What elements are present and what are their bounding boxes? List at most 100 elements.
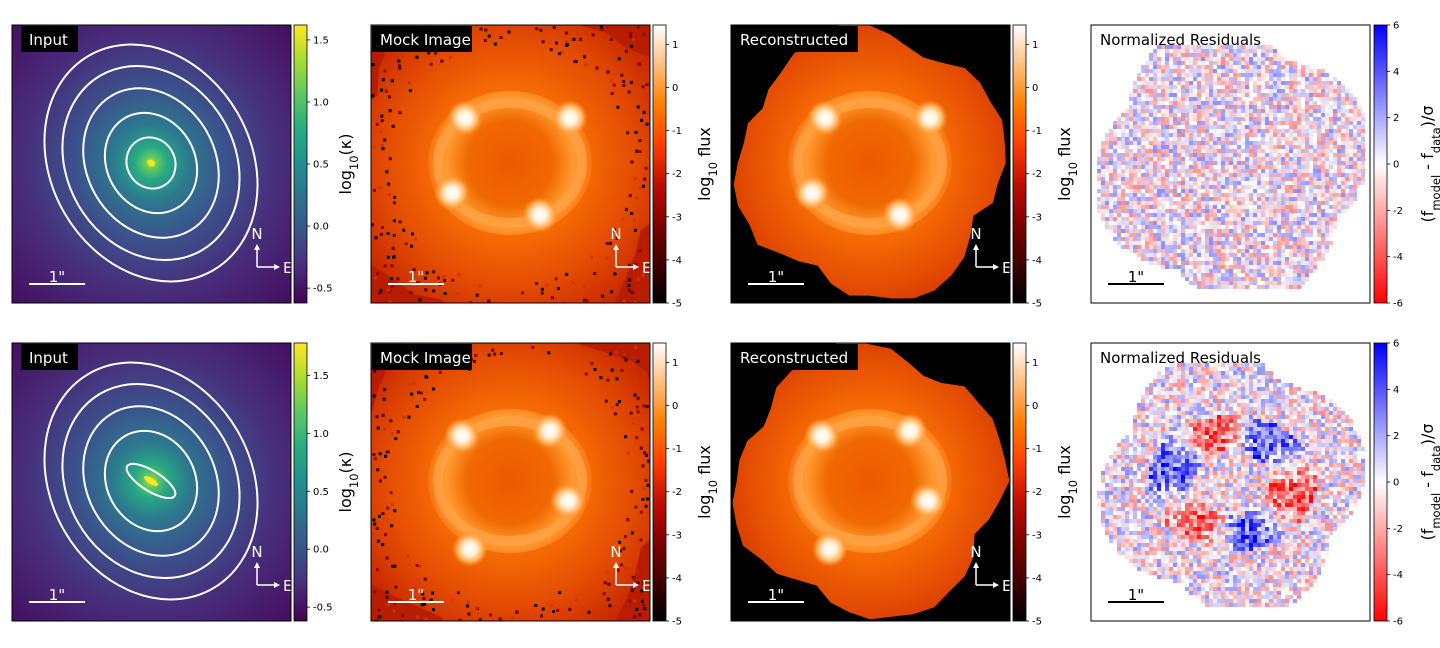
lensed-image xyxy=(434,175,470,211)
colorbar-tick-label: 2 xyxy=(1393,113,1399,124)
colorbar-tick-label: -4 xyxy=(672,255,682,266)
colorbar: 1 0 -1 -2 -3 -4 -5 log10 flux xyxy=(1012,24,1080,310)
scale-bar-label: 1" xyxy=(49,268,65,286)
lensed-image xyxy=(794,175,830,211)
colorbar: 1.5 1.0 0.5 0.0 -0.5 log10(κ) xyxy=(293,342,361,622)
colorbar-tick-label: 1 xyxy=(672,40,678,51)
colorbar-tick-label: 0 xyxy=(672,401,678,412)
colorbar-tick-label: 0 xyxy=(1393,160,1399,171)
panel-frame xyxy=(370,342,651,622)
panel-frame xyxy=(11,342,292,622)
colorbar-tick-label: -2 xyxy=(672,169,682,180)
colorbar-tick-label: -1 xyxy=(1032,444,1042,455)
kappa-peak xyxy=(144,476,158,486)
colorbar-tick-label: 0 xyxy=(672,83,678,94)
colorbar-tick-label: 4 xyxy=(1393,385,1399,396)
compass-north-label: N xyxy=(251,225,262,243)
colorbar-tick-label: -4 xyxy=(672,573,682,584)
colorbar-tick-label: 6 xyxy=(1393,339,1399,350)
colorbar-tick-label: 4 xyxy=(1393,67,1399,78)
compass-east-label: E xyxy=(283,259,292,277)
colorbar-tick-label: -0.5 xyxy=(313,284,333,295)
colorbar-tick-label: 1.0 xyxy=(313,429,329,440)
scale-bar-label: 1" xyxy=(408,586,424,604)
colorbar-tick-label: 6 xyxy=(1393,21,1399,32)
kappa-contour xyxy=(82,87,220,239)
colorbar: 6 4 2 0 -2 -4 -6 (fmodel - fdata)/σ xyxy=(1373,339,1440,628)
colorbar-label: log10 flux xyxy=(695,445,720,519)
panel-label-bg xyxy=(21,344,78,370)
colorbar-tick-label: 0.0 xyxy=(313,222,329,233)
residuals-panel: Normalized Residuals 1" xyxy=(1091,25,1370,303)
colorbar-label: log10(κ) xyxy=(336,452,361,513)
panel-label-bg xyxy=(732,344,858,370)
scale-bar-label: 1" xyxy=(768,586,784,604)
colorbar-tick-label: 1 xyxy=(1032,40,1038,51)
compass-east-label: E xyxy=(283,577,292,595)
panel-label-bg xyxy=(21,26,78,52)
lensed-image xyxy=(550,483,586,519)
lensed-image xyxy=(552,100,588,136)
compass-north-label: N xyxy=(251,543,262,561)
colorbar-tick-label: -1 xyxy=(672,126,682,137)
colorbar-label: log10 flux xyxy=(1055,127,1080,201)
colorbar-tick-label: 0.5 xyxy=(313,160,329,171)
colorbar-tick-label: 2 xyxy=(1393,431,1399,442)
kappa-contour xyxy=(125,462,177,500)
colorbar-tick-label: -1 xyxy=(1032,126,1042,137)
colorbar-tick-label: -4 xyxy=(1032,573,1042,584)
colorbar-tick-label: 1.5 xyxy=(313,371,329,382)
panel-label-bg xyxy=(372,26,472,52)
colorbar-tick-label: -2 xyxy=(1393,524,1403,535)
compass: NE xyxy=(970,543,1011,595)
panel-label: Reconstructed xyxy=(740,349,848,367)
panel-label: Reconstructed xyxy=(740,31,848,49)
colorbar-tick-label: -6 xyxy=(1393,617,1403,628)
einstein-ring xyxy=(433,416,587,546)
compass: NE xyxy=(251,543,292,595)
compass-east-label: E xyxy=(642,577,651,595)
colorbar-tick-label: -3 xyxy=(672,530,682,541)
panel-label: Input xyxy=(29,31,68,49)
panel-label-bg xyxy=(372,344,472,370)
colorbar-tick-label: -2 xyxy=(1393,206,1403,217)
einstein-ring xyxy=(793,416,947,546)
colorbar-tick-label: -4 xyxy=(1393,570,1403,581)
scale-bar-label: 1" xyxy=(49,586,65,604)
panel-label: Mock Image xyxy=(380,31,471,49)
residuals-panel: Normalized Residuals 1" xyxy=(1091,343,1370,621)
reconstructed-panel: Reconstructed 1" NE xyxy=(731,343,1011,621)
compass: NE xyxy=(610,543,651,595)
lensed-image xyxy=(882,197,918,233)
colorbar-tick-label: 1.0 xyxy=(313,97,329,108)
colorbar-tick-label: -5 xyxy=(672,299,682,310)
colorbar-tick-label: -2 xyxy=(1032,487,1042,498)
colorbar-tick-label: -6 xyxy=(1393,299,1403,310)
kappa-contour xyxy=(82,405,220,557)
colorbar-tick-label: 0 xyxy=(1393,478,1399,489)
panel-label-bg xyxy=(732,26,858,52)
colorbar-tick-label: -0.5 xyxy=(313,603,333,614)
kappa-contour xyxy=(103,429,199,533)
colorbar-tick-label: -5 xyxy=(672,617,682,628)
colorbar-tick-label: -4 xyxy=(1393,252,1403,263)
compass: NE xyxy=(251,225,292,277)
colorbar-tick-label: -5 xyxy=(1032,299,1042,310)
panel-frame xyxy=(370,24,651,304)
scale-bar-label: 1" xyxy=(408,268,424,286)
lensed-image xyxy=(532,413,568,449)
colorbar-tick-label: 1 xyxy=(672,358,678,369)
compass-east-label: E xyxy=(1002,577,1011,595)
colorbar: 1 0 -1 -2 -3 -4 -5 log10 flux xyxy=(652,342,720,628)
panel-frame xyxy=(11,24,292,304)
lensed-image xyxy=(804,418,840,454)
compass-north-label: N xyxy=(610,543,621,561)
lensed-image xyxy=(807,100,843,136)
colorbar-label: (fmodel - fdata)/σ xyxy=(1418,423,1440,540)
panel-label: Normalized Residuals xyxy=(1100,31,1261,49)
lensed-image xyxy=(912,100,948,136)
compass-east-label: E xyxy=(1002,259,1011,277)
